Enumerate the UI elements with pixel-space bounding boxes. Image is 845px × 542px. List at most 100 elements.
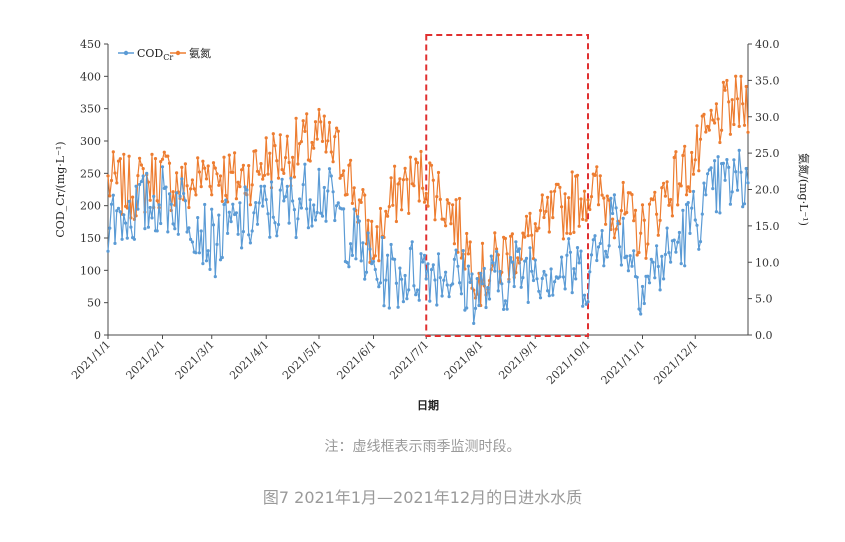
cod-series-point — [742, 202, 747, 206]
cod-series-point — [236, 232, 240, 236]
cod-series-point — [262, 184, 267, 188]
nh3-series-point — [560, 205, 564, 209]
nh3-series-point — [350, 201, 354, 205]
nh3-series-point — [433, 218, 437, 222]
cod-series-point — [616, 221, 620, 226]
nh3-series-point — [567, 196, 571, 200]
cod-series-point — [366, 231, 370, 235]
cod-series-point — [127, 199, 131, 203]
cod-series-point — [375, 277, 379, 281]
cod-series-point — [604, 249, 608, 253]
cod-series-point — [129, 225, 133, 229]
chart-note: 注：虚线框表示雨季监测时段。 — [324, 439, 521, 455]
cod-series-point — [248, 241, 252, 245]
nh3-series-point — [150, 152, 154, 156]
nh3-series-point — [526, 234, 530, 238]
nh3-series-point — [271, 132, 275, 136]
cod-series-point — [535, 277, 539, 281]
nh3-series-point — [171, 190, 175, 194]
cod-series-point — [203, 202, 207, 207]
nh3-series-point — [718, 140, 722, 145]
nh3-series-point — [739, 74, 743, 78]
cod-series-point — [354, 257, 358, 261]
nh3-series-point — [537, 226, 541, 230]
cod-series-point — [213, 275, 217, 279]
cod-series-point — [429, 268, 434, 272]
cod-series-point — [500, 282, 504, 286]
cod-series-point — [549, 267, 553, 271]
nh3-series-point — [586, 198, 590, 202]
nh3-series-point — [241, 163, 245, 167]
cod-series-point — [159, 221, 163, 226]
cod-series-point — [567, 237, 571, 241]
cod-series-point — [663, 252, 668, 257]
cod-series-point — [632, 249, 636, 253]
nh3-series-point — [707, 128, 711, 132]
nh3-series-point — [227, 153, 231, 157]
nh3-series-point — [417, 199, 421, 203]
nh3-series-point — [561, 237, 566, 241]
cod-series-point — [415, 288, 420, 292]
nh3-series-point — [679, 184, 683, 188]
nh3-series-point — [280, 168, 284, 172]
cod-series-point — [139, 180, 143, 184]
cod-series-point — [255, 222, 260, 226]
cod-series-point — [618, 245, 622, 249]
cod-series-point — [313, 218, 318, 222]
nh3-series-point — [108, 194, 112, 198]
nh3-series-point — [672, 155, 676, 160]
nh3-series-point — [669, 197, 673, 202]
nh3-series-point — [324, 150, 328, 154]
cod-series-point — [640, 284, 645, 289]
cod-series-point — [444, 270, 448, 274]
cod-series-point — [523, 259, 527, 263]
x-tick-label: 2021/6/1 — [334, 338, 378, 382]
cod-series-point — [287, 221, 291, 225]
cod-series-point — [626, 269, 631, 273]
nh3-series-point — [662, 181, 666, 185]
nh3-series-point — [138, 156, 142, 160]
cod-series-point — [516, 249, 520, 253]
cod-series-point — [185, 230, 189, 234]
cod-series-point — [189, 237, 193, 241]
nh3-series-point — [653, 190, 657, 194]
cod-series-point — [746, 181, 750, 185]
nh3-series-point — [524, 214, 529, 218]
cod-series-point — [347, 265, 351, 269]
nh3-series-point — [349, 158, 353, 162]
cod-series-point — [697, 247, 701, 251]
nh3-series-point — [187, 205, 191, 210]
cod-series-point — [378, 281, 383, 285]
chart: 0 50 100 150 200 250 300 350 400 450 0.0 5.0 10.0 15.… — [54, 34, 811, 412]
nh3-series-point — [690, 150, 694, 155]
nh3-series-point — [394, 219, 398, 224]
nh3-series-point — [115, 181, 119, 185]
nh3-series-point — [456, 250, 460, 254]
cod-series-point — [533, 258, 537, 262]
cod-series-point — [651, 260, 655, 264]
cod-series-point — [711, 187, 715, 191]
nh3-series-point — [535, 229, 539, 233]
nh3-series-point — [113, 171, 117, 175]
nh3-series-point — [393, 164, 397, 168]
cod-series-point — [164, 185, 168, 189]
nh3-series-point — [387, 205, 391, 209]
cod-series-point — [234, 211, 238, 215]
cod-series-point — [609, 196, 613, 200]
nh3-series-point — [735, 97, 740, 101]
nh3-series-point — [301, 119, 305, 123]
cod-series-point — [479, 271, 483, 275]
x-tick-label: 2021/5/1 — [280, 338, 324, 382]
cod-series-point — [426, 262, 430, 266]
cod-series-point — [459, 292, 463, 296]
nh3-series-point — [275, 159, 279, 163]
cod-series-point — [264, 198, 268, 202]
cod-series-point — [584, 302, 588, 306]
cod-series-point — [298, 197, 302, 201]
cod-series-point — [224, 198, 228, 202]
cod-series-point — [700, 212, 704, 216]
cod-series-point — [175, 191, 179, 195]
cod-series-point — [217, 213, 221, 217]
cod-series-point — [575, 246, 580, 250]
y-right-tick-label: 40.0 — [755, 38, 780, 51]
